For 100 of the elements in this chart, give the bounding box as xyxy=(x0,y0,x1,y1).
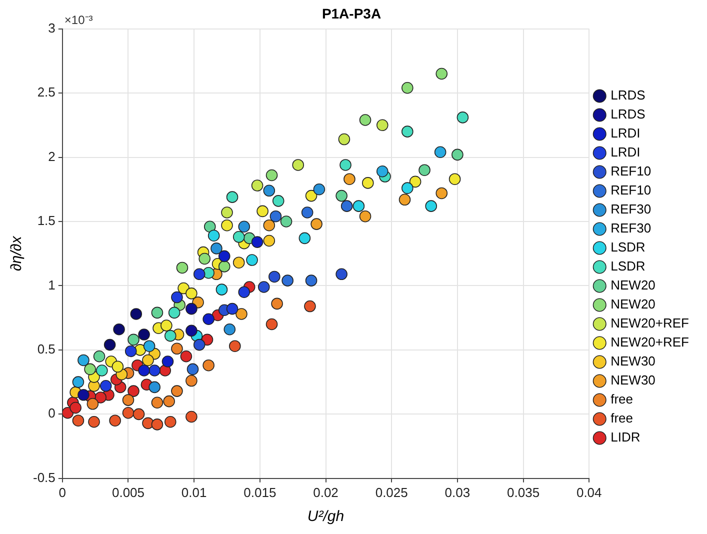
point xyxy=(151,418,164,430)
point xyxy=(251,236,264,248)
legend-label: NEW20+REF xyxy=(610,316,690,331)
y-tick-label: 2.5 xyxy=(37,84,56,100)
point xyxy=(376,119,388,132)
legend-label: LRDI xyxy=(610,126,640,141)
y-tick-label: 0.5 xyxy=(37,342,56,357)
point xyxy=(301,206,314,218)
point xyxy=(151,306,164,319)
point xyxy=(238,220,250,233)
point xyxy=(198,252,211,265)
point xyxy=(448,173,461,185)
point xyxy=(398,194,411,206)
point xyxy=(280,216,292,228)
text: ×10⁻³ xyxy=(64,13,93,28)
point xyxy=(113,323,125,336)
point xyxy=(229,340,241,352)
legend-label: REF10 xyxy=(610,182,652,198)
x-tick-label: 0.025 xyxy=(375,484,408,500)
point xyxy=(148,364,160,376)
point xyxy=(218,250,230,262)
point xyxy=(202,359,214,372)
point xyxy=(176,262,188,274)
point xyxy=(409,176,422,188)
point xyxy=(96,364,108,376)
point xyxy=(171,342,183,355)
point xyxy=(132,408,145,420)
point xyxy=(402,182,414,194)
x-tick-label: 0.04 xyxy=(576,484,602,500)
point xyxy=(162,356,174,368)
point xyxy=(122,394,134,406)
point xyxy=(204,220,216,233)
point xyxy=(62,406,74,419)
point xyxy=(402,126,414,138)
point xyxy=(266,318,278,330)
point xyxy=(305,274,318,286)
point xyxy=(251,180,264,192)
legend-label: LSDR xyxy=(610,240,646,255)
point xyxy=(352,200,365,212)
point xyxy=(124,345,137,358)
point xyxy=(218,260,230,272)
point xyxy=(305,190,318,202)
x-axis-title: U²/gh xyxy=(307,508,344,526)
point xyxy=(208,230,220,242)
x-tick-label: 0 xyxy=(58,484,66,500)
point xyxy=(282,274,294,286)
legend-label: NEW20 xyxy=(610,278,656,293)
point xyxy=(93,350,106,362)
point xyxy=(130,308,142,320)
point xyxy=(402,82,414,94)
legend-label: NEW30 xyxy=(610,372,656,388)
point xyxy=(313,183,326,196)
point xyxy=(216,284,228,296)
point xyxy=(344,173,356,185)
point xyxy=(266,169,278,182)
point xyxy=(202,266,214,279)
point xyxy=(292,159,304,171)
point xyxy=(86,398,99,410)
point xyxy=(226,191,238,203)
point xyxy=(128,385,140,397)
x-tick-label: 0.035 xyxy=(507,484,540,500)
point xyxy=(221,219,233,232)
point xyxy=(171,291,183,304)
point xyxy=(138,328,150,340)
point xyxy=(78,389,90,401)
point xyxy=(202,313,214,326)
y-tick-label: 1.5 xyxy=(37,213,56,228)
point xyxy=(160,320,172,332)
y-tick-label: 3 xyxy=(48,20,56,36)
y-tick-label: -0.5 xyxy=(32,470,56,485)
x-tick-label: 0.03 xyxy=(444,484,470,500)
point xyxy=(70,402,82,414)
chart-title: P1A-P3A xyxy=(322,5,382,22)
point xyxy=(238,286,250,298)
point xyxy=(163,395,175,408)
point xyxy=(186,324,198,337)
legend-label: REF30 xyxy=(610,220,652,236)
point xyxy=(425,200,438,212)
legend-label: LIDR xyxy=(610,430,640,445)
legend-label: LSDR xyxy=(610,258,646,274)
point xyxy=(434,146,446,158)
point xyxy=(336,190,348,202)
point xyxy=(168,306,180,319)
point xyxy=(112,360,124,373)
point xyxy=(258,281,270,293)
point xyxy=(268,270,280,283)
point xyxy=(122,406,134,419)
point xyxy=(138,364,150,376)
legend-label: LRDS xyxy=(610,106,646,122)
point xyxy=(304,300,316,312)
point xyxy=(88,416,100,428)
legend-label: NEW20 xyxy=(610,296,656,312)
point xyxy=(376,165,388,178)
x-tick-label: 0.005 xyxy=(112,484,145,500)
x-tick-label: 0.01 xyxy=(181,484,207,500)
point xyxy=(418,164,430,176)
point xyxy=(310,218,322,230)
point xyxy=(94,392,106,404)
legend-label: NEW20+REF xyxy=(610,334,690,350)
point xyxy=(180,350,192,362)
